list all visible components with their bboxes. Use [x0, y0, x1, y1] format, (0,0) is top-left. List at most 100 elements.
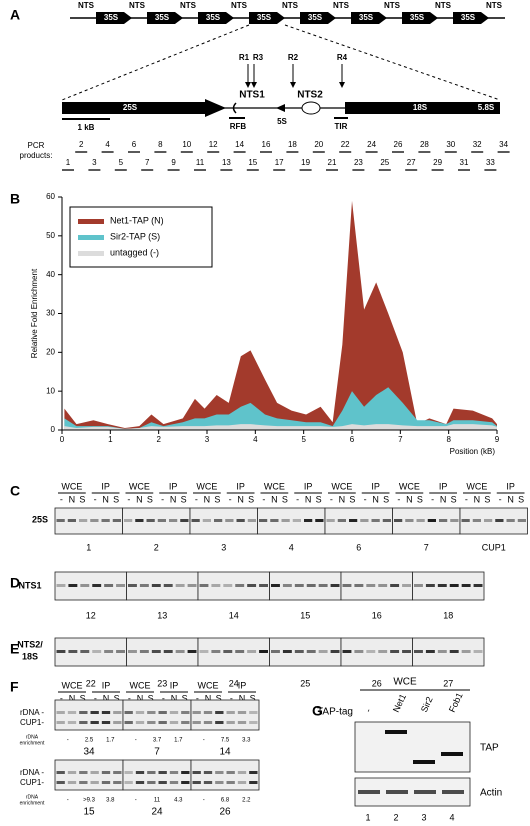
- gel: [54, 759, 124, 791]
- gel: [126, 571, 199, 601]
- gel-band: [203, 781, 213, 784]
- enrichment-value: 2.2: [242, 798, 251, 804]
- gel-band: [378, 650, 388, 653]
- gel-band: [163, 584, 173, 587]
- region-number: 14: [219, 747, 231, 758]
- gel-band: [116, 584, 125, 587]
- pcr-number: 16: [262, 140, 271, 149]
- repeat-arrow: [147, 12, 183, 24]
- enrichment-value: 1.7: [174, 738, 183, 744]
- panel-letter: D: [10, 575, 20, 591]
- primer-head: [339, 82, 345, 88]
- gel-band: [175, 650, 185, 653]
- strain-label: S: [216, 693, 222, 703]
- lane-label: -: [363, 707, 373, 714]
- 5s-label: 5S: [277, 117, 287, 126]
- zoom-line: [284, 24, 501, 101]
- gel-band: [146, 519, 155, 522]
- group-label: WCE: [196, 481, 217, 491]
- gel-band: [90, 771, 99, 774]
- gel-band: [151, 650, 161, 653]
- gel-band: [437, 584, 447, 587]
- scale-label: 1 kB: [78, 123, 95, 132]
- gel-band: [358, 790, 380, 794]
- enrichment-value: -: [135, 798, 137, 804]
- gel-band: [306, 650, 316, 653]
- group-label: WCE: [331, 481, 352, 491]
- panel-letter: E: [10, 641, 19, 657]
- gel-band: [56, 781, 65, 784]
- pcr-number: 14: [235, 140, 244, 149]
- y-tick-label: 30: [46, 309, 55, 318]
- gel-band: [92, 650, 102, 653]
- 35s-label: 35S: [104, 13, 119, 22]
- gel-band: [80, 650, 90, 653]
- gel-band: [249, 771, 258, 774]
- gel-band: [223, 584, 233, 587]
- gel-band: [378, 584, 388, 587]
- gel-band: [414, 790, 436, 794]
- pcr-number: 10: [182, 140, 191, 149]
- strain-label: -: [296, 494, 299, 504]
- strain-label: N: [171, 693, 178, 703]
- strain-label: S: [182, 693, 188, 703]
- gel-band: [203, 721, 213, 724]
- primer-label: R4: [337, 53, 348, 62]
- gel-band: [56, 650, 66, 653]
- nts-label: NTS: [282, 1, 299, 10]
- gel-band: [169, 519, 178, 522]
- group-label: WCE: [130, 680, 151, 690]
- y-tick-label: 60: [46, 192, 55, 201]
- region-number: 27: [443, 678, 453, 688]
- gel-band: [175, 584, 185, 587]
- repeat-arrow: [198, 12, 234, 24]
- region-number: 23: [157, 678, 167, 688]
- enrichment-value: >9.3: [83, 798, 96, 804]
- gel-band: [236, 519, 245, 522]
- gel-band: [101, 721, 111, 724]
- gel-band: [439, 519, 448, 522]
- gel-band: [330, 584, 340, 587]
- repeat-arrow: [453, 12, 489, 24]
- strain-label: -: [161, 494, 164, 504]
- gel-band: [211, 650, 221, 653]
- gel-band: [79, 721, 88, 724]
- gel-band: [202, 519, 211, 522]
- enrichment-label: enrichment: [20, 800, 45, 806]
- gel-band: [461, 584, 471, 587]
- strain-label: N: [339, 494, 346, 504]
- gel-band: [79, 771, 88, 774]
- gel-band: [237, 781, 247, 784]
- gel-band: [158, 711, 167, 714]
- strain-label: N: [237, 494, 244, 504]
- enrichment-value: 4.3: [174, 798, 183, 804]
- gel-band: [181, 711, 190, 714]
- region-number: 26: [372, 678, 382, 688]
- strain-label: -: [465, 494, 468, 504]
- pcr-number: 4: [105, 140, 110, 149]
- pcr-number: 3: [92, 158, 97, 167]
- gel-band: [56, 519, 65, 522]
- gel-band: [101, 711, 111, 714]
- gel-band: [226, 721, 235, 724]
- gel-band: [390, 584, 400, 587]
- gel: [54, 699, 124, 731]
- pcr-number: 2: [79, 140, 84, 149]
- group-label: IP: [304, 481, 313, 491]
- x-tick-label: 3: [205, 435, 210, 444]
- x-tick-label: 8: [446, 435, 451, 444]
- strain-label: S: [114, 693, 120, 703]
- gel-band: [135, 721, 145, 724]
- repeat-arrow: [96, 12, 132, 24]
- gel-band: [306, 584, 316, 587]
- strain-label: N: [440, 494, 447, 504]
- gel-band: [237, 711, 247, 714]
- origin-oval: [301, 101, 321, 115]
- gel-band: [304, 519, 313, 522]
- legend-label: Net1-TAP (N): [110, 215, 164, 225]
- gel-band: [354, 584, 364, 587]
- gel-band: [157, 519, 166, 522]
- primer-head: [251, 82, 257, 88]
- gel-band: [158, 771, 167, 774]
- enrichment-value: 6.8: [221, 798, 230, 804]
